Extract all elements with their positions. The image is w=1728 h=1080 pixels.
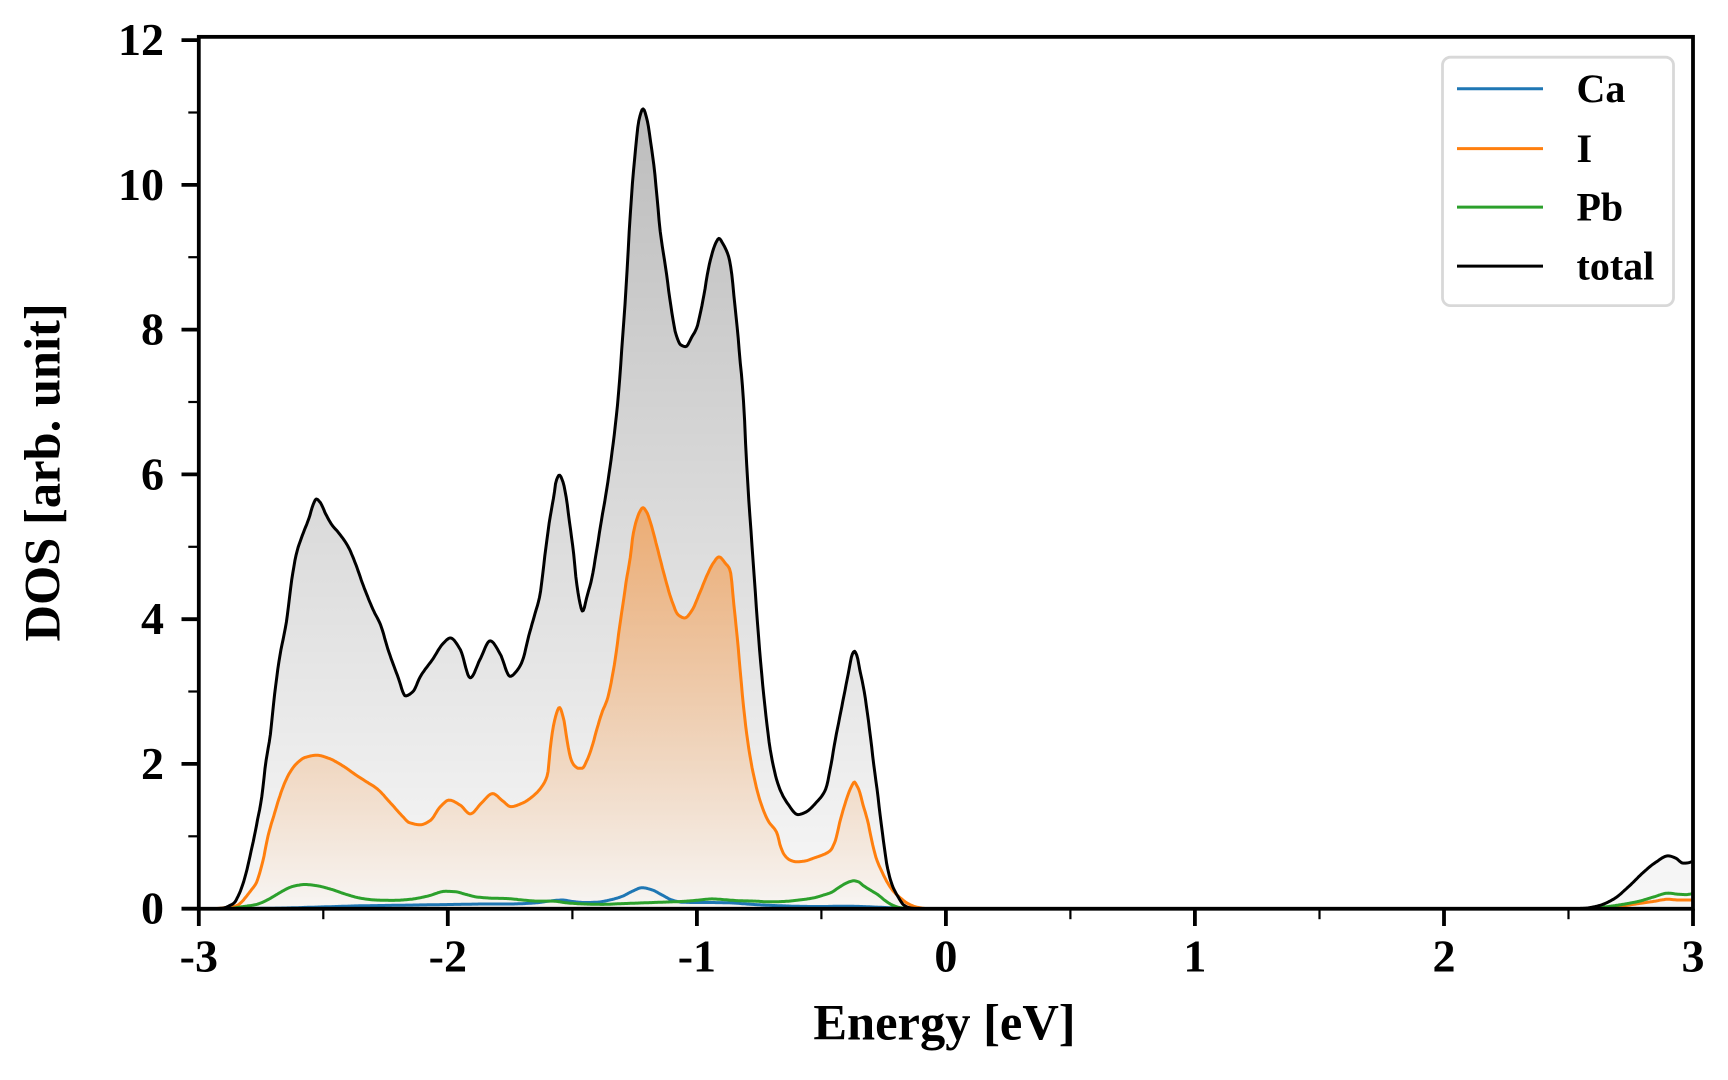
svg-text:Energy [eV]: Energy [eV] [813, 995, 1075, 1051]
svg-text:8: 8 [141, 304, 164, 355]
svg-text:Pb: Pb [1577, 184, 1624, 229]
svg-text:6: 6 [141, 448, 164, 499]
svg-text:10: 10 [118, 159, 164, 210]
svg-text:4: 4 [141, 593, 164, 644]
svg-text:total: total [1577, 243, 1655, 288]
svg-text:1: 1 [1183, 931, 1206, 982]
svg-text:12: 12 [118, 14, 164, 65]
svg-text:3: 3 [1682, 931, 1705, 982]
svg-text:-2: -2 [429, 931, 467, 982]
svg-text:-1: -1 [678, 931, 716, 982]
svg-text:-3: -3 [180, 931, 218, 982]
svg-text:0: 0 [934, 931, 957, 982]
svg-text:2: 2 [141, 738, 164, 789]
svg-text:DOS [arb. unit]: DOS [arb. unit] [15, 303, 71, 641]
svg-text:Ca: Ca [1577, 66, 1626, 111]
svg-text:I: I [1577, 126, 1593, 171]
svg-text:2: 2 [1433, 931, 1456, 982]
svg-text:0: 0 [141, 883, 164, 934]
